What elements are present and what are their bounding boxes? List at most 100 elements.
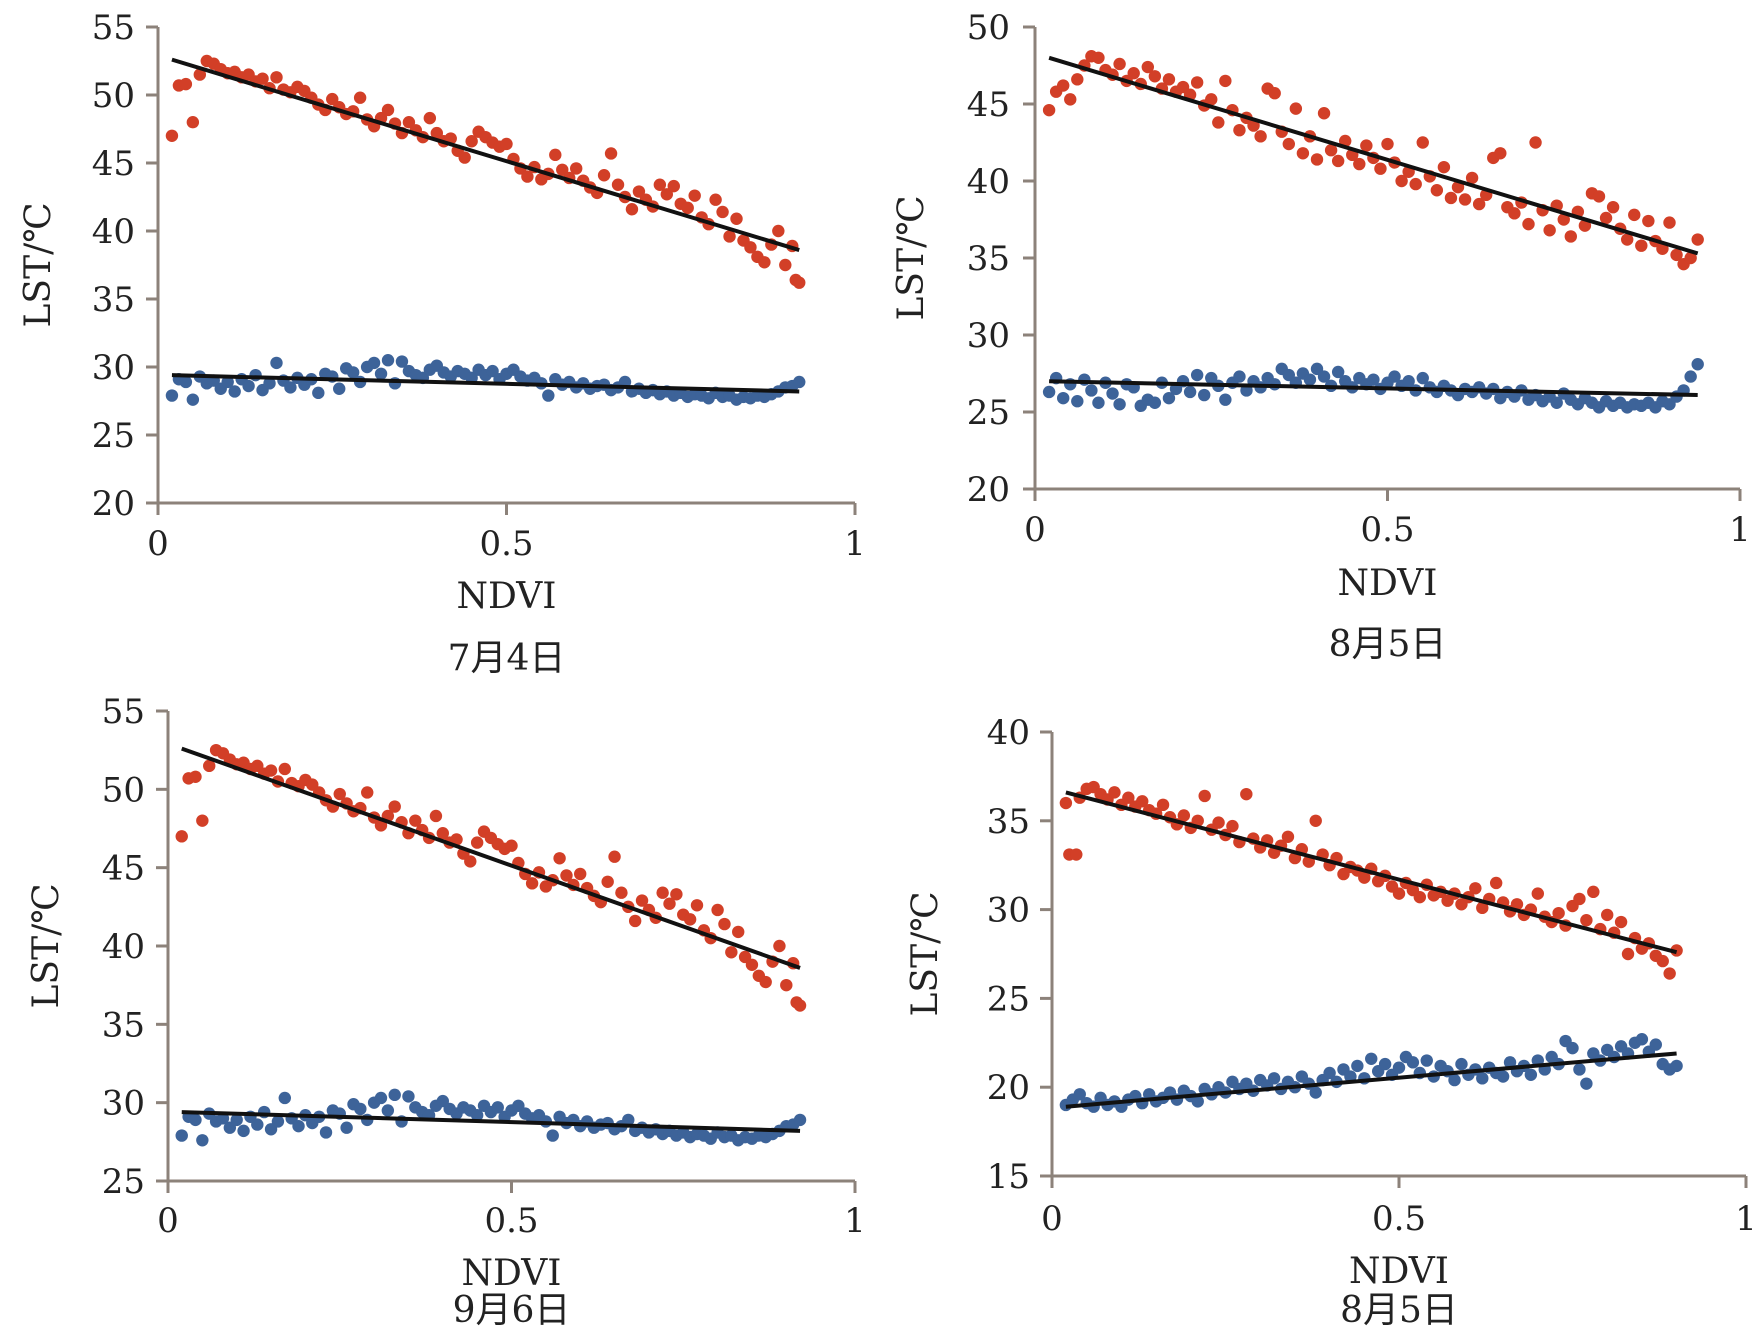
data-point-blue: [340, 1121, 353, 1134]
data-point-red: [1360, 139, 1373, 152]
data-point-red: [1309, 814, 1322, 827]
y-tick-label: 20: [987, 1068, 1030, 1108]
data-point-red: [333, 787, 346, 801]
data-point-blue: [270, 356, 283, 370]
data-point-blue: [1388, 370, 1401, 383]
y-tick-label: 45: [92, 144, 135, 184]
data-point-red: [256, 72, 269, 85]
data-point-red: [730, 212, 743, 225]
data-point-red: [1057, 79, 1070, 92]
data-point-red: [604, 147, 618, 160]
data-point-red: [1691, 233, 1704, 246]
trendline-blue: [181, 1110, 801, 1133]
data-point-red: [1331, 154, 1345, 168]
data-point-red: [556, 163, 569, 176]
trendline-red: [1065, 790, 1678, 955]
data-point-red: [745, 958, 759, 971]
data-point-red: [1381, 137, 1394, 151]
data-point-red: [381, 103, 395, 117]
data-point-red: [653, 178, 667, 191]
data-point-red: [549, 148, 562, 162]
data-point-blue: [312, 386, 325, 400]
data-point-red: [203, 759, 216, 773]
data-point-blue: [175, 1129, 188, 1142]
data-point-red: [361, 786, 374, 799]
data-point-red: [560, 869, 573, 882]
data-point-red: [1642, 214, 1655, 228]
data-point-blue: [1420, 1054, 1433, 1067]
data-point-red: [1092, 51, 1105, 64]
chart-caption: 9月6日: [453, 1290, 571, 1331]
data-point-blue: [1406, 1056, 1420, 1069]
data-point-blue: [1323, 1066, 1336, 1080]
data-point-blue: [179, 375, 193, 389]
trendline-blue: [1065, 1051, 1677, 1109]
series-red: [1059, 780, 1683, 980]
data-point-red: [1219, 74, 1232, 88]
data-point-red: [759, 975, 772, 989]
data-point-blue: [1331, 365, 1345, 379]
chart-panel-2: 20 25 30 35 40 45 50 0 0.5 1 NDVI LST/℃ 8月5日: [891, 8, 1751, 665]
data-point-red: [1374, 162, 1387, 175]
data-point-red: [326, 92, 339, 106]
data-point-blue: [1183, 385, 1197, 399]
chart-panel-4: 15 20 25 30 35 40 0 0.5 1 NDVI LST/℃ 8月5日: [905, 713, 1757, 1331]
y-tick-label: 40: [987, 713, 1030, 753]
y-axis-title: LST/℃: [891, 196, 932, 321]
data-point-blue: [470, 1109, 484, 1122]
data-point-blue: [622, 1113, 635, 1127]
data-point-red: [608, 850, 621, 863]
data-point-red: [744, 241, 757, 254]
data-point-blue: [1113, 398, 1126, 411]
data-point-red: [758, 256, 771, 269]
y-tick-label: 50: [92, 76, 135, 116]
x-axis-title: NDVI: [462, 1253, 562, 1294]
data-point-blue: [354, 1102, 367, 1116]
data-point-blue: [228, 385, 241, 398]
data-point-blue: [1448, 1073, 1461, 1087]
data-point-red: [716, 205, 729, 219]
data-point-blue: [1635, 1033, 1649, 1046]
data-point-red: [521, 170, 534, 183]
data-point-red: [1392, 887, 1406, 900]
y-tick-label: 35: [987, 802, 1030, 842]
data-point-red: [175, 830, 188, 843]
y-axis-title: LST/℃: [18, 203, 59, 328]
data-point-red: [1113, 57, 1126, 71]
data-point-red: [1621, 947, 1635, 961]
data-point-blue: [1233, 370, 1246, 383]
data-point-red: [1573, 892, 1586, 906]
data-point-red: [1531, 887, 1545, 900]
data-point-red: [1289, 102, 1303, 115]
data-point-red: [1198, 789, 1211, 803]
data-point-blue: [1503, 1056, 1517, 1069]
data-point-red: [525, 877, 539, 890]
data-point-red: [1489, 876, 1503, 890]
data-point-blue: [237, 1124, 250, 1138]
data-point-blue: [1351, 1059, 1364, 1073]
y-tick-label: 40: [92, 212, 135, 252]
data-point-red: [635, 894, 649, 907]
data-point-red: [667, 179, 680, 193]
data-point-red: [1601, 908, 1614, 922]
data-point-blue: [1573, 1063, 1586, 1076]
data-point-red: [505, 839, 518, 852]
y-tick-label: 50: [102, 770, 145, 810]
data-point-red: [1437, 160, 1451, 174]
data-point-red: [1416, 136, 1429, 149]
data-point-red: [1156, 798, 1170, 812]
data-point-red: [1510, 898, 1524, 911]
x-tick-label: 0.5: [1372, 1199, 1426, 1239]
y-tick-label: 30: [967, 316, 1010, 356]
data-point-blue: [319, 1126, 333, 1139]
data-point-blue: [230, 1113, 243, 1127]
data-point-blue: [1378, 1057, 1392, 1071]
trendline-blue: [171, 373, 800, 394]
data-point-red: [270, 71, 283, 84]
data-point-red: [165, 129, 179, 142]
data-point-red: [1240, 787, 1253, 801]
data-point-blue: [1071, 395, 1084, 408]
data-point-red: [601, 875, 614, 888]
chart-caption: 8月5日: [1329, 624, 1447, 665]
data-point-red: [186, 116, 200, 129]
